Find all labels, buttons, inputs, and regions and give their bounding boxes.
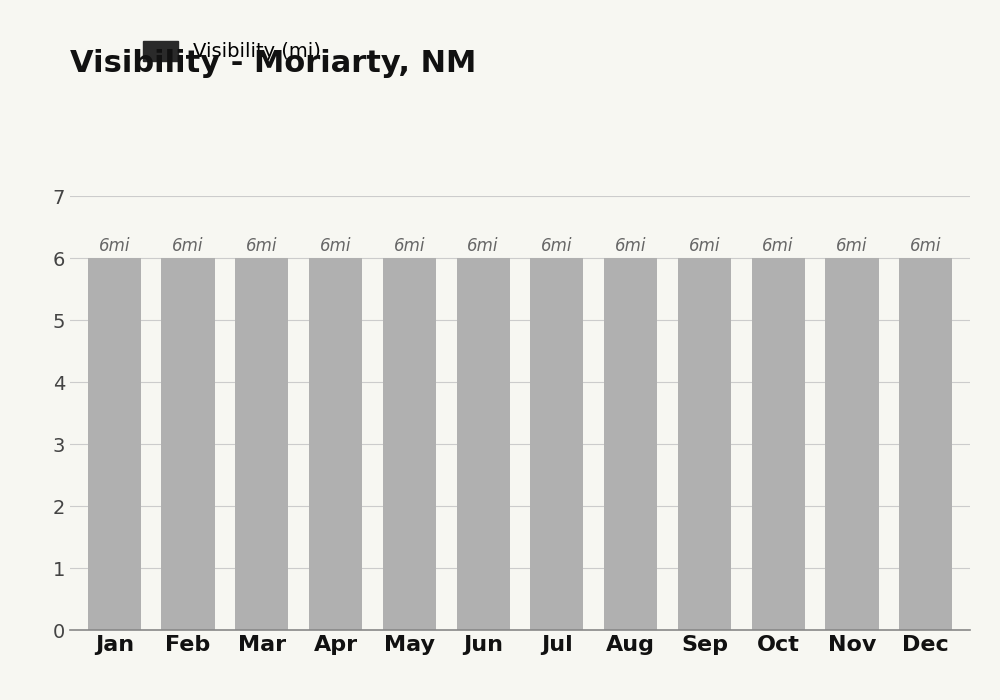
Bar: [678, 258, 731, 630]
Text: 6mi: 6mi: [689, 237, 720, 255]
Bar: [752, 258, 805, 630]
Bar: [899, 258, 952, 630]
Text: 6mi: 6mi: [467, 237, 499, 255]
Bar: [530, 258, 583, 630]
Legend: Visibility (mi): Visibility (mi): [143, 41, 321, 62]
Text: 6mi: 6mi: [99, 237, 130, 255]
Text: 6mi: 6mi: [394, 237, 425, 255]
Bar: [457, 258, 510, 630]
Text: Visibility - Moriarty, NM: Visibility - Moriarty, NM: [70, 49, 476, 78]
Bar: [383, 258, 436, 630]
Bar: [604, 258, 657, 630]
Text: 6mi: 6mi: [246, 237, 278, 255]
Text: 6mi: 6mi: [910, 237, 941, 255]
Text: 6mi: 6mi: [836, 237, 868, 255]
Text: 6mi: 6mi: [320, 237, 351, 255]
Text: 6mi: 6mi: [541, 237, 573, 255]
Bar: [88, 258, 141, 630]
Bar: [235, 258, 288, 630]
Text: 6mi: 6mi: [172, 237, 204, 255]
Bar: [161, 258, 215, 630]
Bar: [309, 258, 362, 630]
Text: 6mi: 6mi: [615, 237, 646, 255]
Text: 6mi: 6mi: [762, 237, 794, 255]
Bar: [825, 258, 879, 630]
